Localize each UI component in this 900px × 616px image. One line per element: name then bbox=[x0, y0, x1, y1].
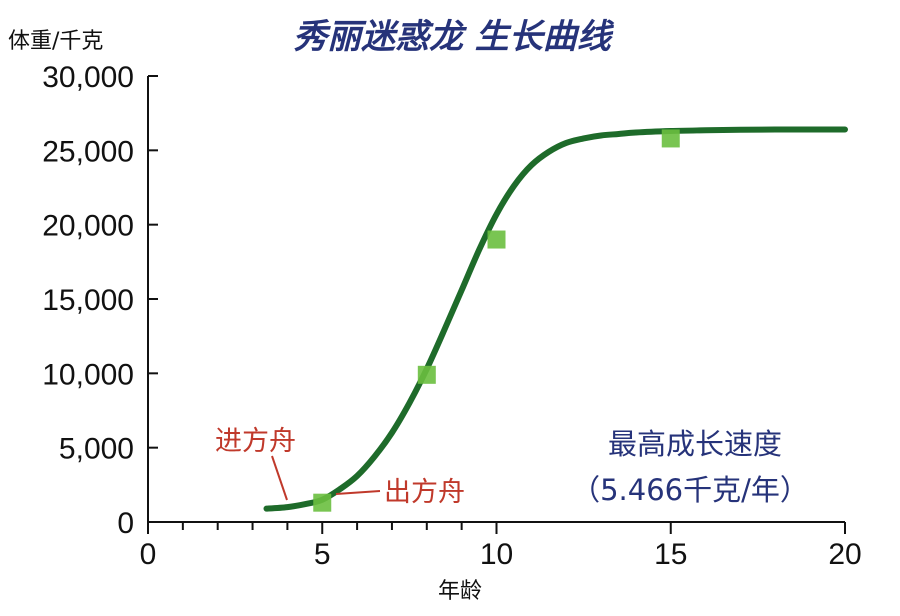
max-growth-rate-label: 最高成长速度 bbox=[608, 427, 782, 461]
y-tick-label: 10,000 bbox=[42, 358, 134, 391]
y-tick-label: 30,000 bbox=[42, 61, 134, 94]
enter-ark-label: 进方舟 bbox=[215, 426, 296, 457]
x-tick-label: 0 bbox=[140, 538, 157, 571]
exit-ark-pointer bbox=[335, 490, 381, 495]
x-tick-label: 10 bbox=[480, 538, 513, 571]
x-tick-label: 20 bbox=[828, 538, 861, 571]
x-ticks: 0 5 10 15 20 bbox=[140, 522, 862, 571]
max-growth-rate-value: （5.466千克/年） bbox=[571, 473, 809, 507]
annotation-max-growth-rate: 最高成长速度 （5.466千克/年） bbox=[571, 427, 809, 507]
y-tick-label: 25,000 bbox=[42, 135, 134, 168]
y-tick-label: 15,000 bbox=[42, 284, 134, 317]
data-point-marker bbox=[417, 365, 436, 384]
chart-title: 秀丽迷惑龙 生长曲线 bbox=[293, 17, 615, 57]
enter-ark-pointer bbox=[271, 455, 288, 501]
x-tick-label: 15 bbox=[654, 538, 687, 571]
x-tick-label: 5 bbox=[314, 538, 331, 571]
plot-area bbox=[263, 126, 848, 512]
annotation-enter-ark: 进方舟 bbox=[215, 426, 296, 501]
y-tick-label: 20,000 bbox=[42, 210, 134, 243]
y-ticks: 0 5,000 10,000 15,000 20,000 25,000 30,000 bbox=[42, 61, 158, 540]
x-axis-label: 年龄 bbox=[438, 579, 482, 604]
exit-ark-label: 出方舟 bbox=[384, 477, 465, 508]
data-point-marker bbox=[487, 230, 506, 249]
annotation-exit-ark: 出方舟 bbox=[335, 477, 465, 508]
data-point-marker bbox=[661, 129, 680, 148]
y-tick-label: 5,000 bbox=[59, 433, 134, 466]
y-tick-label: 0 bbox=[117, 507, 134, 540]
data-point-marker bbox=[313, 493, 332, 512]
growth-curve-line bbox=[263, 126, 848, 512]
y-axis-label: 体重/千克 bbox=[8, 29, 103, 54]
